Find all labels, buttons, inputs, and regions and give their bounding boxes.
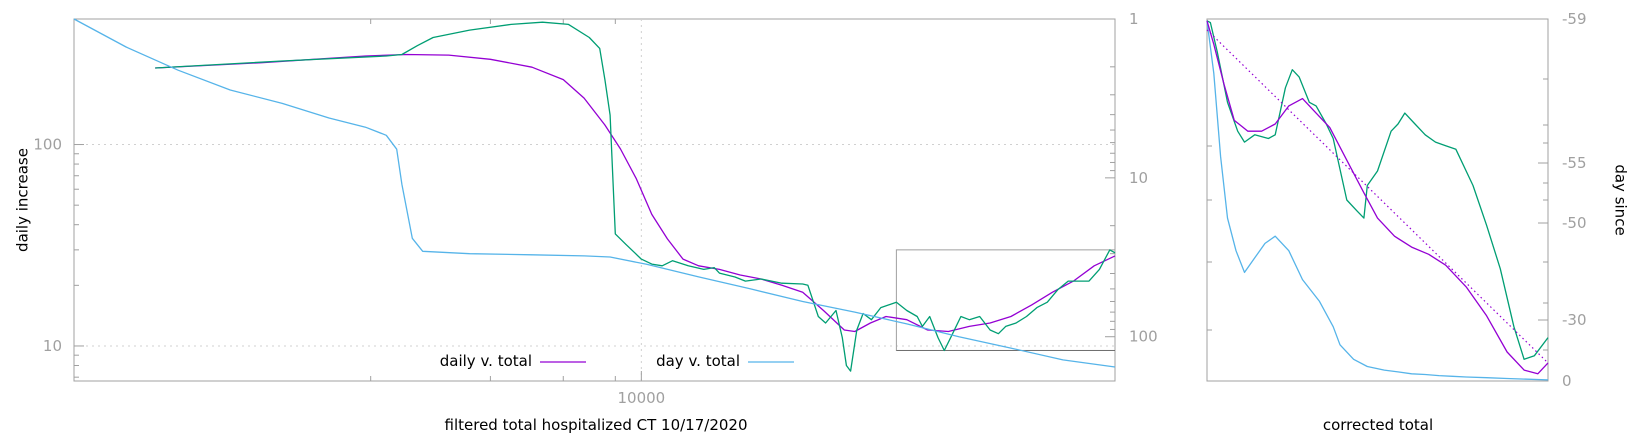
side-y2-tick-label: -55 (1562, 154, 1587, 172)
legend-label-day: day v. total (656, 352, 740, 370)
side-day-since-line (1206, 20, 1549, 381)
side-x-axis-title: corrected total (1323, 416, 1433, 434)
side-y2-axis-title: day since (1612, 164, 1630, 235)
side-smoothed-line (1206, 20, 1549, 375)
main-plot-frame (73, 18, 1116, 382)
y-tick-label: 10 (43, 337, 62, 355)
side-plot-frame (1206, 18, 1549, 382)
main-x-axis-title: filtered total hospitalized CT 10/17/202… (445, 416, 748, 434)
side-trend-dotted-line (1206, 29, 1549, 364)
side-ticks: -59 -55 -50 -30 0 (1207, 10, 1587, 390)
legend: daily v. total day v. total (440, 352, 794, 370)
y-tick-label: 100 (33, 136, 62, 154)
side-y2-tick-label: -59 (1562, 10, 1587, 28)
main-y-axis-title: daily increase (14, 148, 32, 252)
main-ticks: 10 100 1 10 100 10000 (33, 10, 1157, 407)
side-y2-tick-label: -30 (1562, 311, 1587, 329)
side-series-group (1206, 20, 1549, 381)
side-y2-tick-label: -50 (1562, 214, 1587, 232)
y2-tick-label: 10 (1129, 169, 1148, 187)
side-y2-tick-label: 0 (1562, 372, 1572, 390)
series-daily-raw-line (155, 21, 1116, 372)
series-day-since-line (73, 18, 1116, 368)
legend-label-daily: daily v. total (440, 352, 532, 370)
x-tick-label: 10000 (617, 389, 665, 407)
y2-tick-label: 100 (1129, 328, 1158, 346)
inset-rectangle (895, 249, 1116, 351)
y2-tick-label: 1 (1129, 10, 1139, 28)
inset-box (895, 249, 1116, 351)
series-daily-smoothed-line (155, 53, 1116, 333)
main-series-group (73, 18, 1116, 372)
main-grid (74, 19, 1115, 381)
side-raw-line (1206, 20, 1549, 360)
